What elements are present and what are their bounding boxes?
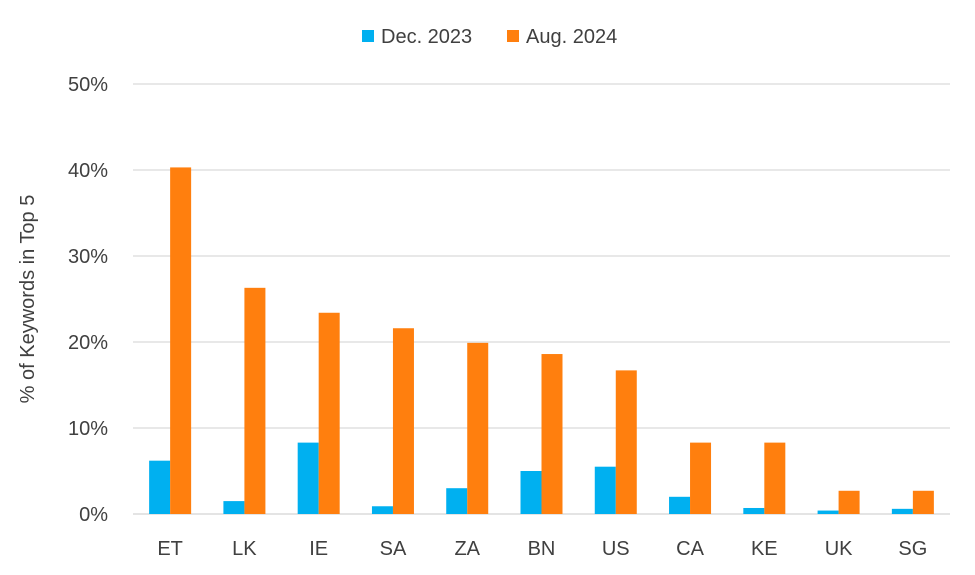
legend-label: Aug. 2024 [526, 26, 617, 48]
x-category-label: UK [825, 538, 853, 560]
x-category-label: IE [309, 538, 328, 560]
x-category-label: KE [751, 538, 778, 560]
bar-aug-2024-ie [318, 312, 340, 514]
bar-aug-2024-et [170, 167, 192, 515]
bar-dec-2023-ke [743, 507, 765, 514]
bar-dec-2023-lk [223, 501, 245, 514]
bar-dec-2023-us [594, 466, 616, 514]
y-tick-label: 30% [68, 246, 108, 268]
bar-aug-2024-us [615, 370, 637, 514]
x-category-label: LK [232, 538, 257, 560]
y-axis-label: % of Keywords in Top 5 [17, 195, 39, 404]
legend-label: Dec. 2023 [381, 26, 472, 48]
legend-swatch [507, 30, 519, 42]
y-tick-label: 20% [68, 332, 108, 354]
bar-dec-2023-et [149, 460, 171, 514]
bar-aug-2024-sa [392, 328, 414, 514]
y-tick-label: 50% [68, 74, 108, 96]
x-category-label: ZA [454, 538, 480, 560]
bar-dec-2023-za [446, 488, 468, 514]
bar-aug-2024-ke [764, 442, 786, 514]
x-category-label: US [602, 538, 630, 560]
x-axis-categories: ET LK IE SA ZA BN US CA KE UK SG [157, 538, 927, 560]
bar-aug-2024-bn [541, 354, 563, 514]
bar-aug-2024-ca [690, 442, 712, 514]
y-axis-ticks: 0% 10% 20% 30% 40% 50% [68, 74, 108, 526]
y-tick-label: 0% [79, 504, 108, 526]
bar-dec-2023-ie [297, 442, 319, 514]
legend-swatch [362, 30, 374, 42]
x-category-label: ET [157, 538, 183, 560]
bar-aug-2024-uk [838, 490, 860, 514]
y-tick-label: 40% [68, 160, 108, 182]
bar-dec-2023-ca [669, 496, 691, 514]
y-tick-label: 10% [68, 418, 108, 440]
bar-aug-2024-sg [912, 490, 934, 514]
x-category-label: SG [898, 538, 927, 560]
x-category-label: SA [380, 538, 407, 560]
x-category-label: BN [528, 538, 556, 560]
bars [149, 167, 934, 515]
bar-dec-2023-sa [371, 506, 393, 514]
bar-aug-2024-lk [244, 287, 266, 514]
bar-dec-2023-uk [817, 510, 839, 514]
bar-dec-2023-sg [891, 508, 913, 514]
legend: Dec. 2023 Aug. 2024 [362, 26, 617, 48]
bar-dec-2023-bn [520, 471, 542, 514]
gridlines [133, 83, 950, 515]
bar-aug-2024-za [467, 342, 489, 514]
x-category-label: CA [676, 538, 704, 560]
